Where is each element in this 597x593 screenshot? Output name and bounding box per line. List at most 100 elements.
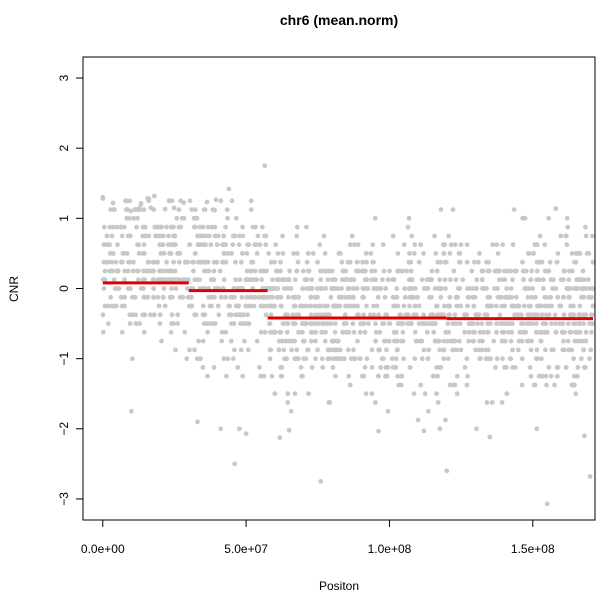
data-point bbox=[438, 365, 444, 370]
data-point bbox=[267, 321, 273, 326]
data-point bbox=[156, 224, 161, 230]
data-point bbox=[400, 329, 406, 335]
data-point bbox=[565, 224, 571, 230]
data-point bbox=[240, 224, 246, 230]
data-point bbox=[184, 286, 190, 291]
data-point bbox=[519, 356, 525, 362]
data-point bbox=[236, 242, 242, 248]
data-point bbox=[164, 224, 169, 230]
data-point bbox=[312, 294, 318, 300]
data-point bbox=[399, 373, 405, 379]
data-point bbox=[313, 329, 319, 335]
data-point bbox=[581, 321, 587, 326]
data-point bbox=[387, 268, 392, 274]
data-point bbox=[561, 268, 567, 274]
data-point bbox=[576, 312, 582, 318]
data-point bbox=[464, 259, 470, 265]
data-point bbox=[325, 356, 331, 362]
data-point bbox=[583, 224, 588, 230]
data-point bbox=[109, 233, 115, 239]
data-point bbox=[119, 329, 125, 335]
data-point bbox=[212, 224, 218, 230]
data-point bbox=[322, 251, 328, 256]
data-point bbox=[118, 294, 124, 300]
data-point bbox=[447, 312, 453, 318]
data-point bbox=[151, 286, 157, 291]
data-point bbox=[308, 294, 314, 300]
data-point bbox=[235, 365, 241, 370]
data-point bbox=[173, 347, 178, 353]
data-point bbox=[404, 268, 410, 274]
data-point bbox=[188, 294, 194, 300]
data-point bbox=[572, 286, 577, 291]
data-point bbox=[300, 268, 306, 274]
data-point bbox=[348, 356, 354, 362]
data-point bbox=[207, 294, 213, 300]
data-point bbox=[155, 294, 161, 300]
data-point bbox=[469, 268, 475, 274]
data-point bbox=[364, 303, 369, 309]
data-point bbox=[207, 321, 213, 326]
data-point bbox=[494, 329, 499, 335]
data-point bbox=[441, 356, 447, 362]
data-point bbox=[125, 286, 131, 291]
data-point bbox=[426, 408, 431, 414]
data-point bbox=[394, 347, 400, 353]
data-point bbox=[534, 268, 540, 274]
data-point bbox=[580, 277, 585, 283]
data-point bbox=[517, 329, 523, 335]
data-point bbox=[308, 303, 314, 309]
data-point bbox=[349, 233, 355, 239]
data-point bbox=[351, 294, 356, 300]
data-point bbox=[112, 207, 117, 213]
data-point bbox=[399, 321, 405, 326]
data-point bbox=[300, 373, 305, 379]
data-point bbox=[301, 356, 307, 362]
data-point bbox=[414, 312, 419, 318]
data-point bbox=[233, 215, 239, 221]
data-point bbox=[275, 251, 281, 256]
data-point bbox=[138, 286, 144, 291]
data-point bbox=[307, 286, 313, 291]
data-point bbox=[158, 251, 164, 256]
data-point bbox=[541, 277, 546, 283]
data-point bbox=[567, 268, 572, 274]
data-point bbox=[252, 242, 257, 248]
data-point bbox=[126, 259, 131, 265]
data-point bbox=[171, 259, 177, 265]
data-point bbox=[406, 286, 412, 291]
y-axis: −3 −2 −1 0 1 2 3 bbox=[57, 74, 83, 506]
data-point bbox=[111, 277, 117, 283]
data-point bbox=[312, 303, 318, 309]
data-point bbox=[566, 277, 572, 283]
data-point bbox=[319, 329, 324, 335]
data-point bbox=[196, 338, 202, 344]
data-point bbox=[167, 251, 173, 256]
data-point bbox=[310, 251, 316, 256]
data-point bbox=[281, 286, 287, 291]
data-point bbox=[516, 338, 522, 344]
data-point bbox=[583, 329, 589, 335]
data-point bbox=[194, 215, 200, 221]
data-point bbox=[528, 347, 534, 353]
data-point bbox=[337, 303, 343, 309]
data-point bbox=[262, 233, 267, 239]
data-point bbox=[464, 382, 470, 388]
data-point bbox=[447, 382, 453, 388]
data-point bbox=[239, 294, 245, 300]
data-point bbox=[294, 224, 300, 230]
data-point bbox=[121, 224, 127, 230]
data-point bbox=[124, 198, 130, 204]
data-point bbox=[101, 286, 107, 291]
data-point bbox=[308, 312, 314, 318]
data-point bbox=[434, 338, 440, 344]
data-point bbox=[110, 251, 116, 256]
data-point bbox=[339, 286, 344, 291]
data-point bbox=[262, 163, 268, 169]
data-point bbox=[355, 338, 360, 344]
data-point bbox=[412, 356, 418, 362]
data-point bbox=[292, 391, 298, 397]
data-point bbox=[361, 268, 367, 274]
data-point bbox=[364, 277, 370, 283]
data-point bbox=[393, 329, 399, 335]
